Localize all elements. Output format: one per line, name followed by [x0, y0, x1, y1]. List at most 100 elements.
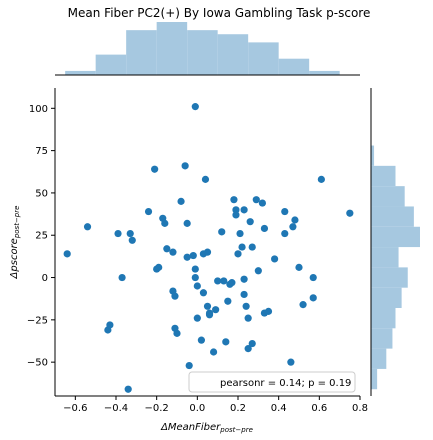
scatter-point — [234, 250, 242, 258]
scatter-point — [124, 385, 132, 393]
y-hist-bar — [371, 328, 393, 349]
scatter-point — [281, 207, 289, 216]
x-hist-bar — [217, 34, 249, 75]
scatter-point — [264, 307, 273, 315]
scatter-point — [83, 223, 92, 231]
x-tick-label: −0.4 — [104, 403, 128, 414]
scatter-point — [287, 358, 295, 366]
y-tick-label: 50 — [35, 188, 48, 199]
scatter-point — [118, 273, 126, 282]
y-hist-bar — [371, 267, 408, 288]
scatter-point — [254, 267, 262, 275]
x-hist-bar — [65, 70, 96, 75]
x-tick-label: 0.4 — [271, 403, 287, 414]
x-tick-label: 0.6 — [311, 403, 327, 414]
scatter-point — [218, 228, 226, 236]
scatter-point — [63, 250, 71, 258]
scatter-point — [212, 306, 220, 314]
scatter-point — [193, 314, 201, 322]
y-hist-bar — [371, 206, 414, 227]
scatter-point — [309, 273, 317, 282]
x-hist-bar — [248, 42, 279, 75]
scatter-point — [244, 345, 252, 353]
scatter-point — [173, 329, 181, 337]
scatter-point — [185, 361, 193, 370]
scatter-point — [240, 290, 248, 299]
scatter-point — [220, 277, 228, 285]
main-plot: −0.6 −0.4 −0.2 0.0 0.2 0.4 0.6 0.8 −50 −25 0 25 50 7… — [27, 88, 368, 414]
scatter-point — [191, 103, 199, 111]
x-axis-ticks: −0.6 −0.4 −0.2 0.0 0.2 0.4 0.6 0.8 — [63, 396, 368, 414]
scatter-point — [144, 207, 153, 216]
y-hist-bar — [371, 247, 399, 268]
x-hist-bar — [156, 22, 188, 75]
scatter-point — [183, 253, 191, 261]
scatter-point — [114, 229, 122, 238]
scatter-point — [230, 196, 238, 204]
x-hist-bar — [278, 58, 310, 75]
y-axis-label: Δpscorepost−pre — [9, 206, 21, 280]
scatter-point — [309, 294, 317, 302]
y-tick-label: 100 — [29, 104, 48, 115]
x-tick-label: 0.0 — [189, 403, 205, 414]
x-hist-bar — [95, 54, 127, 75]
chart-title: Mean Fiber PC2(+) By Iowa Gambling Task … — [68, 6, 371, 20]
scatter-point — [240, 275, 248, 283]
x-hist-bar — [309, 70, 340, 75]
scatter-point — [252, 196, 260, 204]
y-tick-label: −25 — [27, 315, 48, 326]
x-hist-bar — [187, 30, 218, 75]
x-tick-label: 0.2 — [230, 403, 246, 414]
scatter-point — [205, 311, 214, 319]
scatter-point — [193, 282, 201, 290]
x-hist-bar — [126, 30, 157, 75]
scatter-point — [189, 251, 197, 260]
scatter-point — [106, 321, 114, 329]
scatter-point — [210, 348, 218, 356]
x-marginal-histogram — [65, 22, 340, 75]
scatter-point — [203, 302, 212, 310]
y-hist-bar — [371, 287, 402, 308]
y-hist-bar — [371, 348, 387, 369]
scatter-point — [236, 229, 244, 238]
scatter-point — [163, 245, 171, 253]
scatter-point — [224, 297, 232, 305]
scatter-point — [201, 175, 210, 183]
scatter-point — [232, 211, 240, 219]
legend-text: pearsonr = 0.14; p = 0.19 — [220, 378, 351, 389]
x-tick-label: 0.8 — [352, 403, 368, 414]
scatter-point — [183, 219, 191, 227]
scatter-point — [171, 292, 179, 300]
scatter-point — [271, 255, 279, 263]
y-hist-bar — [371, 368, 378, 390]
scatter-point — [281, 229, 289, 238]
scatter-point — [295, 263, 303, 271]
y-marginal-histogram — [371, 145, 420, 390]
scatter-point — [246, 218, 254, 226]
y-tick-label: −50 — [27, 358, 48, 369]
scatter-point — [228, 279, 236, 287]
scatter-point — [238, 243, 246, 251]
x-tick-label: −0.2 — [145, 403, 169, 414]
scatter-point — [191, 265, 199, 273]
scatter-point — [169, 248, 177, 256]
scatter-point — [299, 301, 307, 309]
y-hist-bar — [371, 226, 420, 248]
scatter-point — [203, 248, 212, 256]
scatter-point — [291, 216, 299, 224]
scatter-point — [289, 223, 297, 231]
scatter-point — [222, 338, 230, 346]
y-hist-bar — [371, 165, 396, 187]
scatter-point — [242, 302, 250, 310]
scatter-point — [346, 209, 354, 217]
scatter-point — [232, 206, 240, 214]
y-tick-label: 25 — [35, 231, 48, 242]
x-tick-label: −0.6 — [63, 403, 87, 414]
legend-box — [188, 371, 356, 393]
y-hist-bar — [371, 308, 396, 329]
scatter-point — [248, 243, 256, 251]
scatter-point — [260, 224, 269, 233]
scatter-point — [199, 289, 208, 297]
scatter-point — [128, 236, 136, 244]
